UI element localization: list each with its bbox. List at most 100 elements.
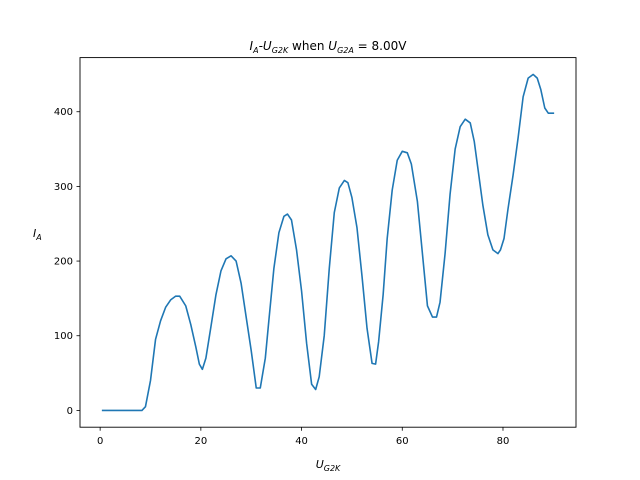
data-point (397, 160, 398, 161)
data-point (260, 387, 261, 388)
y-tick-label: 200 (54, 257, 73, 268)
data-point (371, 363, 372, 364)
data-point (455, 148, 456, 149)
data-point (487, 234, 488, 235)
data-point (301, 290, 302, 291)
data-point (120, 410, 121, 411)
data-point (273, 268, 274, 269)
data-point (170, 299, 171, 300)
data-point (482, 204, 483, 205)
data-point (347, 182, 348, 183)
data-point (444, 253, 445, 254)
data-point (548, 113, 549, 114)
y-axis-label-main: I (33, 227, 36, 240)
data-point (351, 197, 352, 198)
data-point (537, 78, 538, 79)
data-point (141, 410, 142, 411)
data-point (361, 275, 362, 276)
data-point (287, 213, 288, 214)
data-point (205, 358, 206, 359)
data-point (402, 151, 403, 152)
data-point (439, 302, 440, 303)
data-point (339, 187, 340, 188)
data-point (225, 258, 226, 259)
data-point (375, 364, 376, 365)
data-point (474, 141, 475, 142)
data-point (278, 232, 279, 233)
data-point (160, 320, 161, 321)
data-point (236, 260, 237, 261)
data-point (241, 283, 242, 284)
title-var-sub: G2A (337, 46, 354, 55)
data-point (137, 410, 138, 411)
data-point (150, 380, 151, 381)
x-tick-label: 40 (295, 436, 308, 447)
data-point (324, 335, 325, 336)
data-point (185, 305, 186, 306)
data-point (110, 410, 111, 411)
title-dash-sub: G2K (272, 46, 289, 55)
y-tick-label: 400 (54, 107, 73, 118)
data-point (130, 410, 131, 411)
title-middle: when (288, 39, 328, 53)
data-point (179, 296, 180, 297)
data-point (427, 305, 428, 306)
data-point (533, 74, 534, 75)
data-point (497, 253, 498, 254)
data-point (268, 320, 269, 321)
data-point (540, 89, 541, 90)
data-point (315, 389, 316, 390)
data-point (392, 190, 393, 191)
data-point (544, 107, 545, 108)
x-tick-label: 20 (194, 436, 207, 447)
data-point (251, 350, 252, 351)
y-axis-label: IA (33, 227, 42, 242)
x-axis-label: UG2K (316, 458, 341, 473)
data-point (155, 339, 156, 340)
data-point (507, 208, 508, 209)
data-point (356, 227, 357, 228)
title-dash: -U (259, 39, 272, 53)
data-point (199, 364, 200, 365)
data-point (296, 249, 297, 250)
data-point (378, 341, 379, 342)
data-point (470, 122, 471, 123)
data-point (190, 324, 191, 325)
x-axis-label-sub: G2K (324, 464, 341, 473)
data-point (202, 369, 203, 370)
data-point (344, 180, 345, 181)
data-point (512, 175, 513, 176)
data-point (383, 294, 384, 295)
y-tick-label: 100 (54, 331, 73, 342)
data-point (528, 78, 529, 79)
x-axis-label-main: U (316, 458, 324, 471)
data-point (175, 296, 176, 297)
y-axis-label-sub: A (35, 233, 41, 242)
data-point (329, 268, 330, 269)
data-point (477, 167, 478, 168)
data-point (230, 255, 231, 256)
title-var: U (328, 39, 337, 53)
data-point (422, 253, 423, 254)
data-point (195, 346, 196, 347)
data-point (246, 316, 247, 317)
data-point (411, 163, 412, 164)
data-point (465, 119, 466, 120)
data-point (210, 326, 211, 327)
data-point (311, 384, 312, 385)
data-point (436, 316, 437, 317)
data-point (265, 358, 266, 359)
series-line (101, 73, 555, 412)
data-point (102, 410, 103, 411)
data-point (306, 343, 307, 344)
chart-title: IA-UG2K when UG2A = 8.00V (250, 39, 408, 55)
x-tick-label: 0 (97, 436, 103, 447)
y-tick-label: 300 (54, 182, 73, 193)
data-point (319, 376, 320, 377)
data-point (215, 294, 216, 295)
title-rest: = 8.00V (354, 39, 407, 53)
data-point (450, 193, 451, 194)
data-point (407, 152, 408, 153)
